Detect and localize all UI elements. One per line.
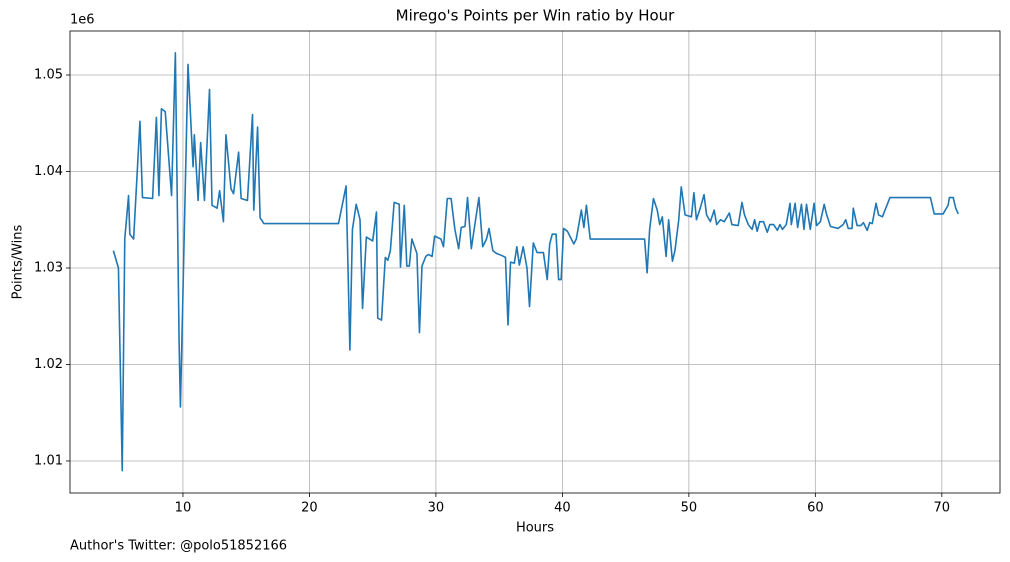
y-tick-label: 1.04 [34,164,63,179]
x-tick-label: 50 [681,501,698,516]
x-tick-label: 40 [554,501,571,516]
y-axis-label: Points/Wins [11,224,26,299]
y-tick-label: 1.05 [34,68,63,83]
footer: Author's Twitter: @polo51852166 [70,539,287,554]
x-tick-label: 20 [301,501,318,516]
x-tick-label: 10 [175,501,192,516]
data-line [112,52,959,472]
y-tick-label: 1.01 [34,453,63,468]
x-tick-label: 70 [934,501,951,516]
chart-title: Mirego's Points per Win ratio by Hour [396,7,676,25]
y-tick-label: 1.02 [34,357,63,372]
y-tick-label: 1.03 [34,260,63,275]
x-axis-label: Hours [516,521,554,536]
x-tick-label: 30 [428,501,445,516]
plot-frame [69,30,1001,494]
y-offset-label: 1e6 [70,13,95,28]
x-tick-label: 60 [807,501,824,516]
